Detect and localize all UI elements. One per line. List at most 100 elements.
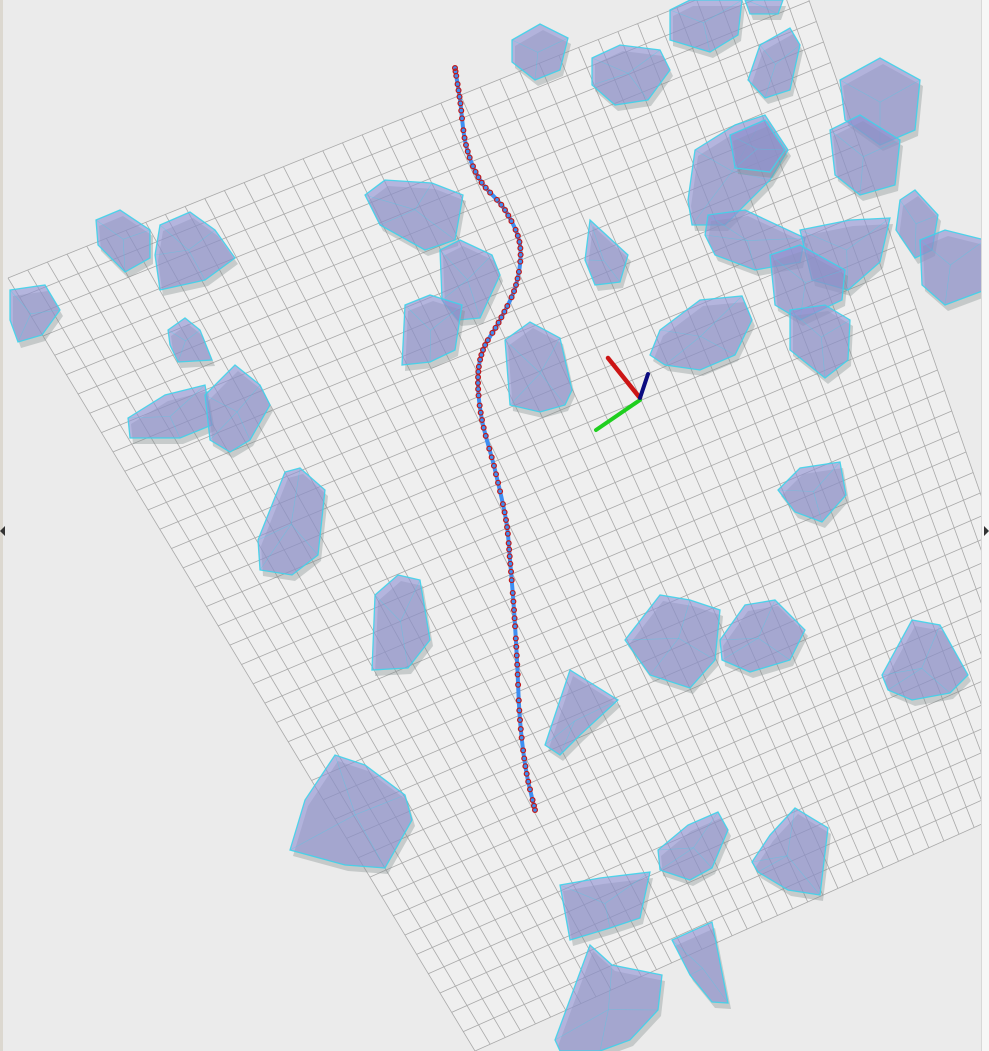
waypoint-marker [482,432,489,439]
obstacle-edge [734,148,758,169]
obstacle-edge [599,1009,609,1051]
obstacle-edge [334,754,356,815]
obstacle-edge [846,249,849,291]
waypoint-marker [529,796,536,803]
obstacle [204,364,273,458]
waypoint-marker [512,623,519,630]
obstacle-edge [554,1009,609,1041]
waypoint-marker [494,196,501,203]
obstacle-edge [751,855,788,863]
obstacle-edge [9,289,32,314]
waypoint-marker [506,553,513,560]
obstacle-face [729,119,786,173]
waypoint-marker [464,148,471,155]
obstacle-edge [693,811,719,849]
obstacle-edge [732,170,771,181]
triangle-left-icon[interactable] [0,526,5,536]
obstacle-edge [544,720,575,746]
waypoint-marker [525,778,532,785]
obstacle-face [9,284,61,343]
obstacle-edge [127,416,171,419]
obstacle-face [371,574,431,671]
obstacle-edge [540,372,566,406]
grid-line [439,748,989,994]
grid-line [763,0,989,626]
obstacle-edge [540,337,561,374]
obstacle-face [744,0,784,15]
obstacle-edge [659,847,694,871]
grid-line [241,369,938,665]
grid-line [346,559,989,839]
waypoint-marker [495,479,502,486]
obstacle-edge [169,416,181,439]
obstacle-edge [829,129,864,157]
obstacle-edge [290,524,319,556]
obstacle-edge [627,73,649,101]
obstacle-edge [167,329,186,342]
obstacle-edge [441,279,468,301]
obstacle-face [747,27,801,99]
waypoint-marker [475,392,482,399]
obstacle [751,807,831,901]
obstacle-edge [789,309,822,338]
obstacle-face [624,594,721,689]
waypoint-marker [472,168,479,175]
obstacle-edge [769,254,806,283]
waypoint-marker [504,524,511,531]
obstacle-face [95,209,151,273]
obstacle-edge [374,594,401,622]
z-axis-arrow [638,372,650,400]
waypoint-marker [503,516,510,523]
waypoint-marker [458,107,465,114]
obstacle-edge [289,814,356,851]
obstacle-edge [204,394,238,412]
waypoint-marker [455,87,462,94]
obstacle [371,574,433,676]
waypoint-marker [511,606,518,613]
waypoint-marker [461,134,468,141]
waypoint-marker [469,163,476,170]
obstacle-edge [671,939,704,969]
obstacle-edge [813,491,823,523]
obstacle-edge [657,847,694,851]
obstacle-edge [747,237,806,242]
waypoint-marker [516,716,523,723]
obstacle-edge [839,79,881,103]
grid-line [276,431,960,723]
waypoint-marker [460,127,467,134]
waypoint-marker [514,671,521,678]
obstacle [401,294,465,371]
obstacle-edge [821,319,851,338]
waypoint-marker [518,734,525,741]
obstacle-face [789,304,851,379]
obstacle-edge [678,638,716,661]
obstacle [167,317,215,368]
obstacle-face [751,807,829,896]
obstacle-face [584,218,629,286]
obstacle-edge [669,9,704,24]
obstacle-face [289,754,413,869]
obstacle [154,211,238,296]
obstacles [9,0,988,1051]
obstacle-face [154,211,236,291]
obstacle-face [364,179,464,251]
obstacle-edge [559,884,606,904]
obstacle-edge [821,337,826,379]
obstacle-face [504,321,573,413]
triangle-right-icon[interactable] [984,526,989,536]
y-axis-arrow [594,398,642,432]
obstacle-edge [17,313,32,343]
waypoint-marker [512,282,519,289]
obstacle-edge [185,329,201,342]
waypoint-marker [474,379,481,386]
obstacle [9,284,63,348]
obstacle-edge [729,134,758,150]
obstacle-edge [429,330,431,363]
obstacle-edge [707,214,748,241]
obstacle [257,467,328,581]
obstacle-edge [887,668,922,691]
waypoint-marker [490,462,497,469]
obstacle-edge [919,239,951,266]
